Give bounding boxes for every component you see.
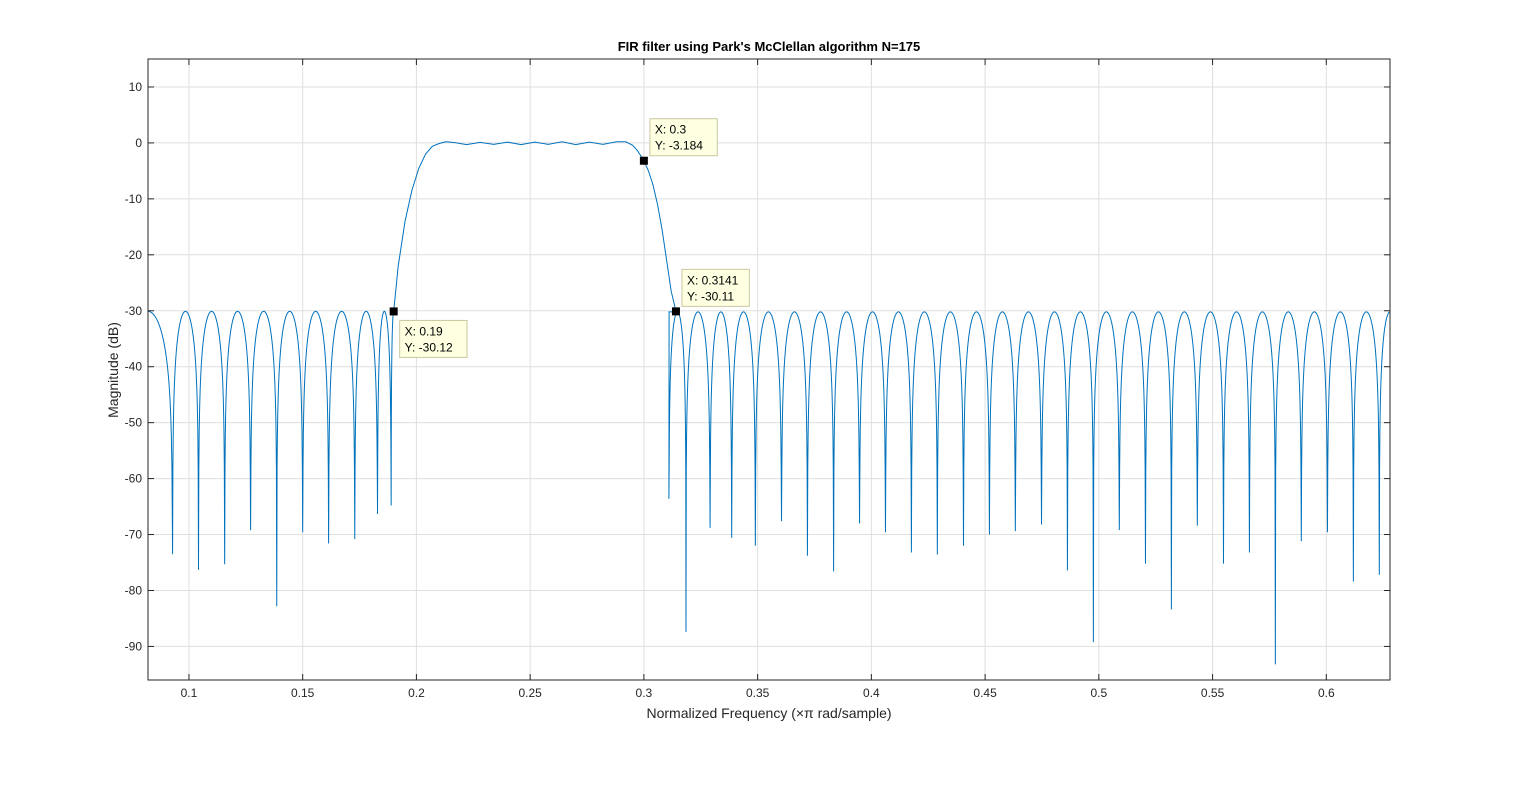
datatip-y-label: Y: -30.11 <box>687 289 734 303</box>
chart-title: FIR filter using Park's McClellan algori… <box>618 39 921 54</box>
datatip-x-label: X: 0.3 <box>655 123 687 137</box>
datatip[interactable]: X: 0.3 Y: -3.184 <box>639 118 718 165</box>
datatips: X: 0.19 Y: -30.12 X: 0.3 Y: -3.184 X: 0.3141… <box>389 118 750 358</box>
datatip-marker[interactable] <box>389 307 398 316</box>
x-tick-label: 0.15 <box>291 686 315 700</box>
x-tick-label: 0.45 <box>973 686 997 700</box>
y-tick-label: -90 <box>125 639 143 653</box>
x-tick-label: 0.6 <box>1318 686 1335 700</box>
y-axis-label: Magnitude (dB) <box>105 322 121 418</box>
plot-frame <box>147 58 1391 681</box>
magnitude-line <box>148 141 1390 665</box>
x-tick-label: 0.25 <box>518 686 542 700</box>
x-tick-label: 0.35 <box>746 686 770 700</box>
y-tick-label: -20 <box>125 248 143 262</box>
x-tick-label: 0.5 <box>1090 686 1107 700</box>
y-tick-label: -50 <box>125 416 143 430</box>
x-tick-label: 0.1 <box>181 686 198 700</box>
datatip-marker[interactable] <box>671 307 680 316</box>
datatip-y-label: Y: -3.184 <box>655 139 703 153</box>
datatip-marker[interactable] <box>639 156 648 165</box>
y-tick-label: -10 <box>125 192 143 206</box>
y-tick-label: -70 <box>125 528 143 542</box>
y-tick-label: -40 <box>125 360 143 374</box>
datatip[interactable]: X: 0.19 Y: -30.12 <box>389 307 468 358</box>
x-axis-label: Normalized Frequency (×π rad/sample) <box>646 705 891 721</box>
x-tick-label: 0.2 <box>408 686 425 700</box>
y-tick-labels: 10 0 -10 -20 -30 -40 -50 -60 -70 -80 -90 <box>125 80 143 653</box>
datatip-box <box>399 319 468 358</box>
axis-ticks <box>148 59 1390 680</box>
x-tick-label: 0.55 <box>1201 686 1225 700</box>
datatip-box <box>681 268 750 307</box>
x-tick-labels: 0.1 0.15 0.2 0.25 0.3 0.35 0.4 0.45 0.5 0.55 0.6 <box>181 686 1335 700</box>
datatip-y-label: Y: -30.12 <box>405 340 453 354</box>
plot-area <box>148 59 1390 680</box>
y-tick-label: -60 <box>125 472 143 486</box>
x-tick-label: 0.3 <box>636 686 653 700</box>
x-tick-label: 0.4 <box>863 686 880 700</box>
y-tick-label: -80 <box>125 583 143 597</box>
y-tick-label: 10 <box>129 80 143 94</box>
grid-lines <box>148 59 1390 680</box>
y-tick-label: 0 <box>135 136 142 150</box>
magnitude-curve <box>148 141 1390 665</box>
y-tick-label: -30 <box>125 304 143 318</box>
datatip-box <box>649 118 718 157</box>
datatip[interactable]: X: 0.3141 Y: -30.11 <box>671 268 750 316</box>
datatip-x-label: X: 0.19 <box>405 324 443 338</box>
datatip-x-label: X: 0.3141 <box>687 273 739 287</box>
